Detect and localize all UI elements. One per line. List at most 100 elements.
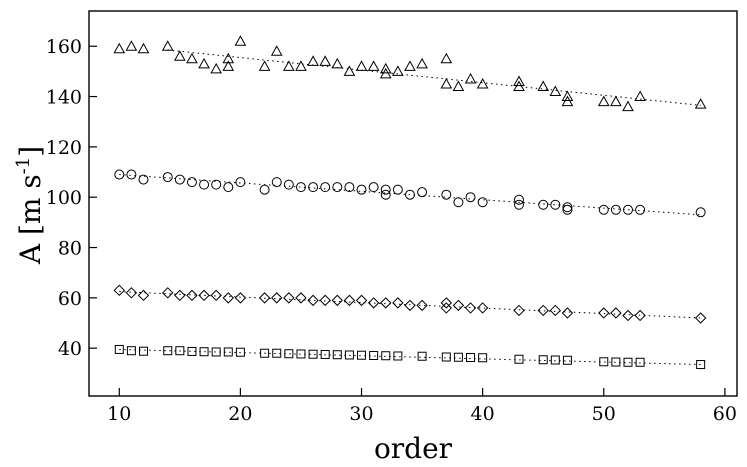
data-point-diamond bbox=[222, 292, 234, 304]
data-point-triangle bbox=[319, 55, 332, 66]
data-point-circle bbox=[562, 202, 573, 213]
data-point-diamond bbox=[392, 297, 404, 309]
data-point-diamond bbox=[319, 294, 331, 307]
data-point-diamond bbox=[258, 292, 271, 304]
data-point-diamond bbox=[283, 292, 295, 304]
data-point-triangle bbox=[694, 98, 707, 109]
data-point-triangle bbox=[210, 62, 223, 74]
axis-ticks: 10 20 30 40 50 60 40 60 80 100 120 140 160 bbox=[46, 36, 737, 425]
data-point-triangle bbox=[186, 52, 198, 64]
y-tick-label: 80 bbox=[58, 238, 82, 260]
data-point-square bbox=[381, 351, 391, 361]
data-point-triangle bbox=[222, 52, 235, 64]
data-point-circle bbox=[308, 182, 319, 193]
data-point-circle bbox=[610, 204, 621, 215]
data-point-triangle bbox=[416, 57, 428, 69]
data-point-circle bbox=[622, 204, 633, 215]
data-point-circle bbox=[271, 177, 282, 188]
data-point-triangle bbox=[392, 65, 404, 76]
data-point-circle bbox=[114, 169, 125, 180]
data-point-circle bbox=[211, 179, 222, 190]
series-circle bbox=[114, 169, 706, 218]
data-point-square bbox=[393, 351, 403, 361]
y-tick-label: 120 bbox=[46, 137, 82, 159]
data-point-square bbox=[260, 348, 270, 358]
data-point-circle bbox=[513, 199, 524, 210]
data-point-diamond bbox=[137, 289, 150, 302]
data-point-diamond bbox=[113, 284, 125, 297]
data-point-square bbox=[284, 349, 294, 359]
data-point-triangle bbox=[513, 75, 525, 86]
data-point-triangle bbox=[137, 42, 150, 54]
data-point-circle bbox=[126, 169, 137, 180]
data-point-diamond bbox=[404, 299, 416, 312]
data-point-triangle bbox=[331, 57, 344, 69]
trend-line bbox=[119, 348, 701, 366]
trend-line bbox=[119, 291, 701, 319]
data-point-square bbox=[175, 346, 185, 356]
data-point-diamond bbox=[307, 294, 319, 307]
data-point-circle bbox=[550, 199, 561, 210]
data-point-square bbox=[611, 357, 621, 367]
data-point-square bbox=[114, 344, 124, 354]
data-point-triangle bbox=[561, 90, 574, 102]
data-point-triangle bbox=[198, 57, 210, 69]
data-point-circle bbox=[465, 192, 476, 203]
data-point-diamond bbox=[440, 297, 453, 309]
data-point-triangle bbox=[355, 60, 368, 71]
data-point-diamond bbox=[198, 289, 210, 302]
data-point-square bbox=[139, 346, 149, 356]
data-point-circle bbox=[295, 182, 306, 193]
data-point-circle bbox=[235, 177, 246, 188]
data-point-triangle bbox=[258, 60, 271, 71]
data-point-triangle bbox=[597, 95, 610, 107]
data-point-square bbox=[344, 350, 354, 360]
data-point-circle bbox=[368, 182, 379, 193]
data-point-diamond bbox=[367, 297, 380, 309]
data-point-circle bbox=[332, 182, 343, 193]
data-point-triangle bbox=[513, 80, 525, 91]
data-point-diamond bbox=[125, 287, 138, 299]
data-point-square bbox=[320, 349, 330, 359]
data-point-diamond bbox=[355, 294, 368, 307]
data-point-diamond bbox=[234, 292, 247, 304]
data-point-square bbox=[478, 353, 488, 363]
data-point-circle bbox=[513, 194, 524, 205]
y-axis-title-main: A [m s bbox=[14, 174, 47, 265]
data-point-diamond bbox=[380, 297, 392, 309]
data-point-square bbox=[296, 349, 306, 359]
y-axis-title-superscript: -1 bbox=[13, 157, 34, 175]
data-point-triangle bbox=[561, 95, 574, 107]
data-point-square bbox=[599, 357, 609, 367]
data-point-circle bbox=[635, 204, 646, 215]
data-point-diamond bbox=[416, 299, 428, 312]
series-diamond bbox=[113, 284, 707, 324]
data-point-diamond bbox=[476, 302, 489, 314]
data-point-triangle bbox=[379, 67, 392, 79]
data-point-diamond bbox=[210, 289, 222, 302]
x-tick-label: 20 bbox=[228, 403, 252, 425]
data-point-square bbox=[417, 351, 427, 361]
data-point-diamond bbox=[271, 292, 283, 304]
data-point-diamond bbox=[452, 299, 465, 312]
data-point-triangle bbox=[464, 72, 477, 84]
data-point-circle bbox=[344, 182, 355, 193]
y-tick-label: 40 bbox=[58, 338, 82, 360]
data-point-circle bbox=[404, 189, 415, 200]
data-point-square bbox=[199, 347, 209, 357]
data-marks bbox=[113, 35, 707, 370]
series-square bbox=[114, 344, 706, 370]
y-tick-label: 160 bbox=[46, 36, 82, 58]
data-point-triangle bbox=[222, 60, 235, 71]
data-point-diamond bbox=[634, 309, 646, 322]
data-point-triangle bbox=[476, 77, 489, 89]
data-point-square bbox=[223, 347, 233, 357]
data-point-triangle bbox=[549, 85, 562, 97]
data-point-diamond bbox=[440, 302, 453, 314]
x-tick-label: 30 bbox=[349, 403, 373, 425]
data-point-diamond bbox=[513, 304, 525, 317]
data-point-diamond bbox=[343, 294, 356, 307]
x-axis-title: order bbox=[374, 432, 453, 465]
data-point-triangle bbox=[610, 95, 622, 107]
